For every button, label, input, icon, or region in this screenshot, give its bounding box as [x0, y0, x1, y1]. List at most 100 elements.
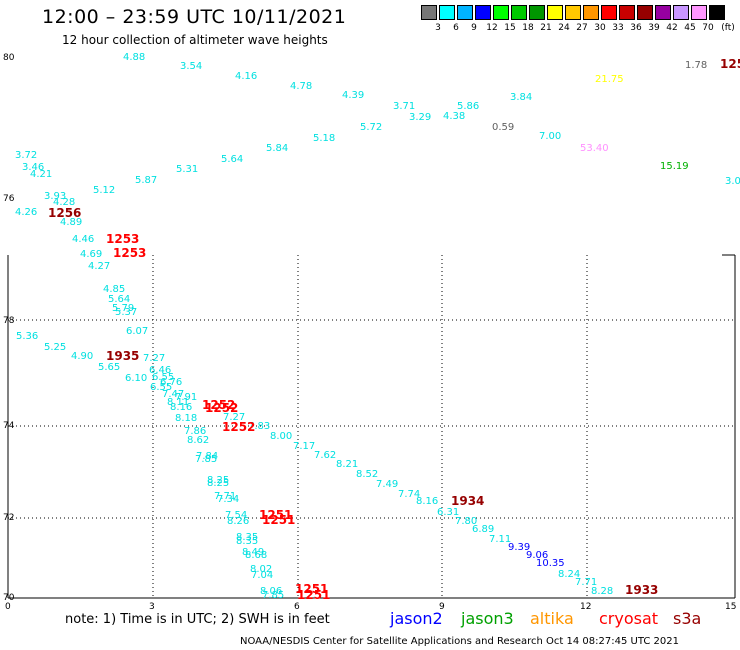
legend-swatch-2: [457, 5, 473, 20]
wave-height-label: 8.18: [175, 413, 197, 424]
wave-height-label: 53.40: [580, 143, 609, 154]
legend-swatch-1: [439, 5, 455, 20]
wave-height-label: 7.86: [184, 426, 206, 437]
wave-height-label: 4.38: [443, 111, 465, 122]
pass-time-label: 1253: [106, 232, 139, 246]
axis-labels: 80 76 78 74 72 70 0 3 6 9 12 15: [3, 53, 736, 612]
legend-label-8: 27: [576, 23, 588, 33]
legend-label-5: 18: [522, 23, 534, 33]
legend-label-9: 30: [594, 23, 606, 33]
wave-height-label: 3.46: [22, 162, 44, 173]
wave-height-label: 4.46: [72, 234, 94, 245]
wave-height-label: 8.52: [356, 469, 378, 480]
wave-height-label: 4.21: [30, 169, 52, 180]
pass-time-label: 1933: [625, 583, 658, 597]
wave-height-label: 8.24: [558, 569, 580, 580]
frame: [7, 254, 736, 599]
pass-time-label: 1251: [262, 513, 295, 527]
wave-height-label: 8.00: [270, 431, 292, 442]
x-label-15: 15: [725, 602, 736, 612]
wave-height-label: 5.87: [135, 175, 157, 186]
wave-height-label: 4.85: [103, 284, 125, 295]
wave-height-label: 8.11: [167, 397, 189, 408]
wave-height-label: 8.26: [227, 516, 249, 527]
wave-height-label: 8.16: [416, 496, 438, 507]
wave-height-label: 7.91: [175, 392, 197, 403]
legend-swatch-12: [637, 5, 653, 20]
legend-label-6: 21: [540, 23, 552, 33]
legend-swatch-15: [691, 5, 707, 20]
wave-height-label: 7.00: [539, 131, 561, 142]
pass-time-label: 1251: [295, 582, 328, 596]
legend-label-7: 24: [558, 23, 570, 33]
legend-label-3: 12: [486, 23, 498, 33]
wave-height-label: 4.27: [88, 261, 110, 272]
wave-height-label: 8.06: [260, 586, 282, 597]
y-label-80: 80: [3, 53, 15, 63]
wave-height-label: 6.10: [125, 373, 147, 384]
legend-swatch-13: [655, 5, 671, 20]
wave-height-readings: 4.88 3.54 4.16 4.78 4.39 3.71 5.86 3.29 4.38 3.84…: [15, 52, 707, 601]
pass-time-label: 1251: [297, 588, 330, 602]
pass-time-label: 125: [720, 57, 740, 71]
pass-time-label: 1252: [202, 398, 235, 412]
wave-height-label: 4.16: [235, 71, 257, 82]
wave-height-label: 7.27: [143, 353, 165, 364]
wave-height-label: 4.88: [123, 52, 145, 63]
wave-height-label: 9.39: [508, 542, 530, 553]
wave-height-label: 7.17: [293, 441, 315, 452]
wave-height-label: 8.35: [236, 532, 258, 543]
wave-height-label: 8.21: [336, 459, 358, 470]
pass-time-label: 1256: [48, 206, 81, 220]
legend-swatch-3: [475, 5, 491, 20]
legend-swatch-9: [583, 5, 599, 20]
wave-height-label: 7.85: [262, 590, 284, 601]
wave-height-label: 8.35: [236, 536, 258, 547]
legend-label-12: 39: [648, 23, 660, 33]
legend-swatch-6: [529, 5, 545, 20]
wave-height-label: 7.84: [196, 451, 218, 462]
wave-height-label: 7.71: [575, 577, 597, 588]
wave-height-label: 5.72: [360, 122, 382, 133]
legend-label-13: 42: [666, 23, 678, 33]
x-label-9: 9: [439, 602, 445, 612]
wave-height-label: 7.80: [455, 516, 477, 527]
credit-line: NOAA/NESDIS Center for Satellite Applica…: [240, 636, 679, 647]
wave-height-label: 6.07: [126, 326, 148, 337]
wave-height-label: 15.19: [660, 161, 689, 172]
wave-height-label: 5.31: [176, 164, 198, 175]
wave-height-label: 5.36: [16, 331, 38, 342]
wave-height-label: 8.49: [242, 547, 264, 558]
wave-height-label: 5.25: [44, 342, 66, 353]
legend-label-1: 6: [453, 23, 459, 33]
pass-time-labels: 1256125312531935125212521252193412511251…: [48, 57, 740, 602]
legend-label-4: 15: [504, 23, 516, 33]
wave-height-label: 7.85: [195, 454, 217, 465]
legend-swatch-8: [565, 5, 581, 20]
wave-height-label: 10.35: [536, 558, 565, 569]
wave-height-label: 0.59: [492, 122, 514, 133]
wave-height-label: 3.72: [15, 150, 37, 161]
wave-height-label: 7.47: [162, 389, 184, 400]
legend-s3a: s3a: [673, 609, 702, 628]
legend-swatch-0: [421, 5, 437, 20]
wave-height-label: 21.75: [595, 74, 624, 85]
wave-height-label: 5.79: [112, 303, 134, 314]
footer-note: note: 1) Time is in UTC; 2) SWH is in fe…: [65, 612, 330, 627]
wave-height-label: 7.34: [217, 494, 239, 505]
wave-height-label: 7.62: [314, 450, 336, 461]
pass-time-label: 1251: [259, 508, 292, 522]
wave-height-label: 7.74: [398, 489, 420, 500]
wave-height-label: 4.28: [53, 197, 75, 208]
wave-height-label: 6.76: [160, 377, 182, 388]
legend-cryosat: cryosat: [599, 609, 659, 628]
wave-height-label: 5.37: [115, 307, 137, 318]
wave-height-label: 6.55: [150, 382, 172, 393]
wave-height-label: 8.68: [245, 550, 267, 561]
wave-height-label: 3.84: [510, 92, 532, 103]
wave-height-label: 7.49: [376, 479, 398, 490]
wave-height-label: 5.12: [93, 185, 115, 196]
pass-time-label: 1935: [106, 349, 139, 363]
map-subtitle: 12 hour collection of altimeter wave hei…: [62, 33, 328, 47]
wave-height-label: 6.46: [149, 365, 171, 376]
